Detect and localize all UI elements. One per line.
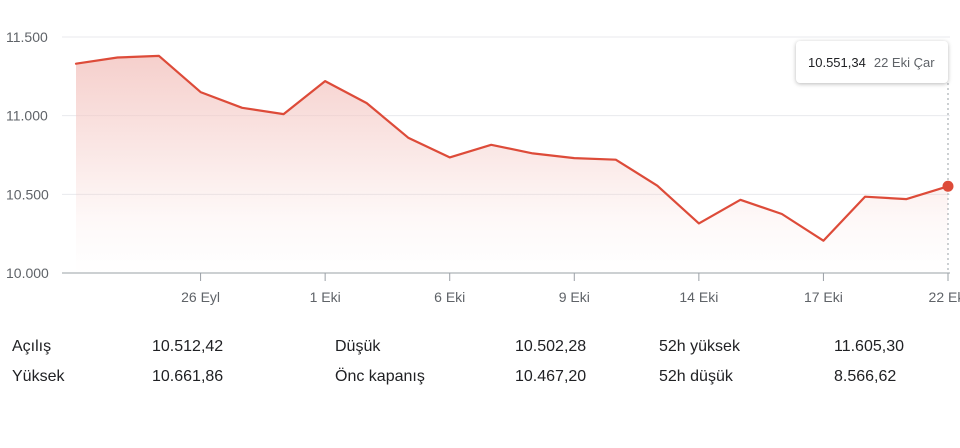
stat-label-52w-high: 52h yüksek	[659, 338, 740, 355]
stat-label-open: Açılış	[12, 338, 52, 355]
tooltip-value: 10.551,34	[808, 54, 866, 70]
y-tick-label: 11.500	[6, 29, 48, 45]
x-tick-label: 9 Eki	[559, 289, 590, 305]
hover-tooltip: 10.551,34 22 Eki Çar	[796, 41, 948, 83]
tooltip-date: 22 Eki Çar	[873, 54, 935, 70]
stat-value-52w-low: 8.566,62	[834, 368, 897, 385]
x-tick-label: 14 Eki	[679, 289, 718, 305]
stat-label-low: Düşük	[335, 338, 381, 355]
stat-label-52w-low: 52h düşük	[659, 368, 733, 385]
stat-value-low: 10.502,28	[515, 338, 587, 355]
y-tick-label: 10.000	[6, 265, 49, 281]
series-line	[74, 54, 950, 242]
stat-label-high: Yüksek	[12, 368, 65, 385]
stat-value-prev-close: 10.467,20	[515, 368, 587, 385]
stat-value-open: 10.512,42	[152, 338, 224, 355]
price-chart[interactable]: 11.500 11.000 10.500 10.000 26 Eyl 1 Eki 6 Eki…	[0, 0, 960, 320]
series-area	[76, 55, 948, 274]
x-tick-label: 6 Eki	[434, 289, 465, 305]
stat-label-prev-close: Önc kapanış	[335, 368, 425, 385]
y-tick-label: 10.500	[6, 186, 49, 202]
x-tick-label: 22 Eki	[929, 289, 960, 305]
stat-value-high: 10.661,86	[152, 368, 224, 385]
x-tick-label: 26 Eyl	[181, 289, 220, 305]
x-tick-label: 1 Eki	[310, 289, 341, 305]
x-tick-label: 17 Eki	[804, 289, 843, 305]
hover-marker	[942, 180, 954, 192]
stat-value-52w-high: 11.605,30	[834, 338, 904, 355]
y-tick-label: 11.000	[6, 108, 48, 124]
